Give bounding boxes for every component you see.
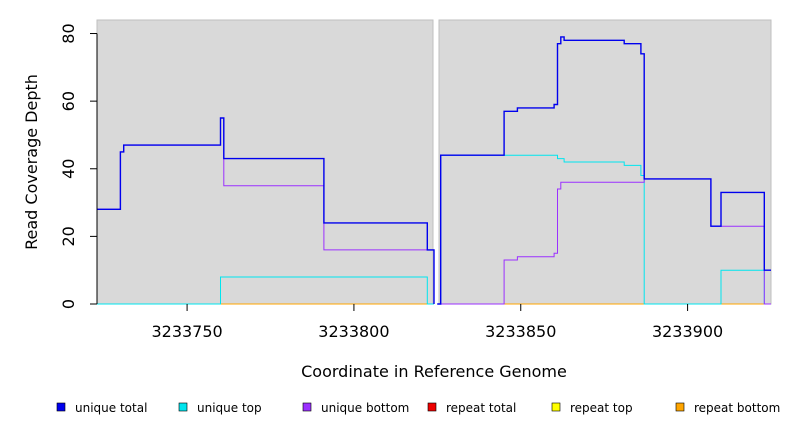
legend-swatch xyxy=(178,402,188,412)
legend: unique total unique top unique bottom repea… xyxy=(56,401,780,415)
legend-item-unique-top: unique top xyxy=(178,401,262,415)
series-line-unique-total xyxy=(437,36,771,305)
legend-label: repeat top xyxy=(570,401,633,415)
y-tick-label: 20 xyxy=(59,226,78,246)
x-axis: 3233750 3233800 3233850 3233900 xyxy=(151,304,723,341)
y-tick-label: 60 xyxy=(59,91,78,111)
legend-item-unique-bottom: unique bottom xyxy=(302,401,409,415)
x-tick-label: 3233800 xyxy=(318,322,389,341)
y-axis-title: Read Coverage Depth xyxy=(22,74,41,250)
legend-swatch xyxy=(675,402,685,412)
legend-label: repeat bottom xyxy=(694,401,780,415)
plot-panel xyxy=(96,19,435,305)
plot-panels xyxy=(96,19,772,305)
legend-item-repeat-top: repeat top xyxy=(551,401,633,415)
legend-label: unique total xyxy=(75,401,147,415)
legend-swatch xyxy=(302,402,312,412)
legend-swatch xyxy=(56,402,66,412)
y-tick-label: 80 xyxy=(59,23,78,43)
series-line-unique-total xyxy=(97,117,435,304)
legend-item-unique-total: unique total xyxy=(56,401,147,415)
y-tick-label: 40 xyxy=(59,159,78,179)
legend-label: repeat total xyxy=(446,401,516,415)
legend-label: unique top xyxy=(197,401,262,415)
series-line-unique-top xyxy=(97,276,434,305)
y-tick-label: 0 xyxy=(59,299,78,309)
panel-background xyxy=(96,19,434,305)
x-tick-label: 3233900 xyxy=(652,322,723,341)
legend-swatch xyxy=(427,402,437,412)
legend-item-repeat-bottom: repeat bottom xyxy=(675,401,780,415)
legend-swatch xyxy=(551,402,561,412)
series-line-unique-top xyxy=(437,154,771,305)
x-tick-label: 3233850 xyxy=(485,322,556,341)
plot-panel xyxy=(437,19,772,305)
x-tick-label: 3233750 xyxy=(151,322,222,341)
x-axis-title: Coordinate in Reference Genome xyxy=(301,362,567,381)
legend-label: unique bottom xyxy=(321,401,409,415)
legend-item-repeat-total: repeat total xyxy=(427,401,516,415)
y-axis: 0 20 40 60 80 xyxy=(59,23,98,309)
